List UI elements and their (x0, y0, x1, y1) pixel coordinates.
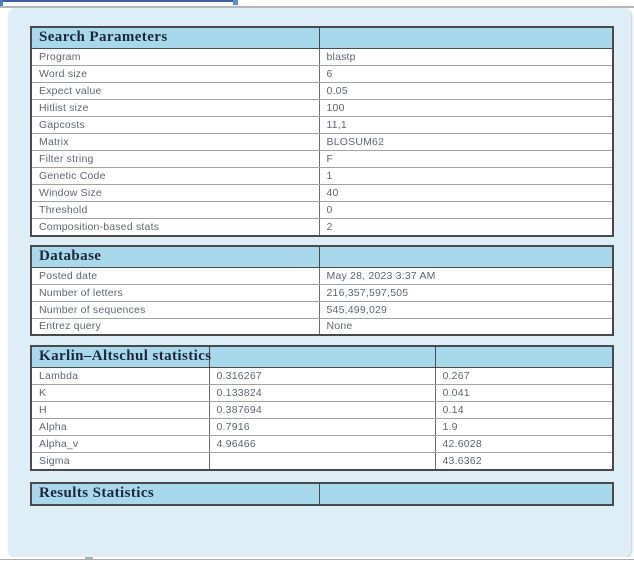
row-label: Sigma (30, 452, 210, 470)
row-value: None (318, 317, 614, 336)
chrome-fragment-mid (233, 0, 238, 5)
table-header-empty-cell (318, 26, 614, 49)
table-row: Genetic Code 1 (30, 167, 614, 185)
table-row: Word size 6 (30, 65, 614, 83)
table-row: Expect value 0.05 (30, 82, 614, 100)
row-label: K (30, 384, 210, 402)
search-parameters-table: Search Parameters Program blastp Word size… (30, 26, 614, 237)
row-label: Genetic Code (30, 167, 320, 185)
karlin-altschul-statistics-table: Karlin–Altschul statistics Lambda 0.31626… (30, 345, 614, 471)
chrome-fragment-left (0, 0, 3, 6)
row-value: 0.267 (434, 367, 614, 385)
table-row: Sigma 43.6362 (30, 452, 614, 470)
table-title: Results Statistics (30, 482, 320, 505)
row-value: 40 (318, 184, 614, 202)
row-label: Gapcosts (30, 116, 320, 134)
row-value: 42.6028 (434, 435, 614, 453)
row-value (208, 452, 436, 470)
row-value: 0.316267 (208, 367, 436, 385)
table-body: Posted date May 28, 2023 3:37 AM Number of… (30, 266, 614, 336)
table-row: Posted date May 28, 2023 3:37 AM (30, 266, 614, 285)
table-row: H 0.387694 0.14 (30, 401, 614, 419)
table-row: Entrez query None (30, 317, 614, 336)
table-header-empty-cell (318, 245, 614, 268)
row-value: 43.6362 (434, 452, 614, 470)
row-value: 2 (318, 218, 614, 236)
row-value: May 28, 2023 3:37 AM (318, 266, 614, 285)
row-value: 0.14 (434, 401, 614, 419)
row-value: 100 (318, 99, 614, 117)
table-row: Program blastp (30, 48, 614, 66)
table-body: Lambda 0.316267 0.267 K 0.133824 0.041 H 0.3876… (30, 367, 614, 470)
row-value: 0.133824 (208, 384, 436, 402)
row-value: 0.041 (434, 384, 614, 402)
table-title: Database (30, 245, 320, 268)
row-label: Hitlist size (30, 99, 320, 117)
table-row: Alpha_v 4.96466 42.6028 (30, 435, 614, 453)
row-value: 545,499,029 (318, 300, 614, 319)
row-value: 6 (318, 65, 614, 83)
table-row: Alpha 0.7916 1.9 (30, 418, 614, 436)
row-value: blastp (318, 48, 614, 66)
table-header-empty-cell (434, 345, 614, 368)
table-header-row: Karlin–Altschul statistics (30, 345, 614, 368)
bottom-fragment (85, 557, 93, 560)
table-row: Filter string F (30, 150, 614, 168)
row-value: 1.9 (434, 418, 614, 436)
row-value: 0 (318, 201, 614, 219)
page-bottom-edge (0, 557, 634, 561)
row-label: Posted date (30, 266, 320, 285)
table-header-empty-cell (318, 482, 614, 505)
row-value: 216,357,597,505 (318, 283, 614, 302)
row-value: 11,1 (318, 116, 614, 134)
row-value: 0.7916 (208, 418, 436, 436)
row-label: Matrix (30, 133, 320, 151)
table-row: Hitlist size 100 (30, 99, 614, 117)
row-value: 4.96466 (208, 435, 436, 453)
row-value: BLOSUM62 (318, 133, 614, 151)
row-label: Threshold (30, 201, 320, 219)
blast-summary-panel: Search Parameters Program blastp Word size… (8, 8, 631, 557)
row-label: H (30, 401, 210, 419)
row-label: Entrez query (30, 317, 320, 336)
table-row: Number of sequences 545,499,029 (30, 300, 614, 319)
table-header-row: Results Statistics (30, 482, 614, 505)
bottom-divider-line (0, 559, 634, 560)
row-label: Window Size (30, 184, 320, 202)
table-row: K 0.133824 0.041 (30, 384, 614, 402)
table-row: Number of letters 216,357,597,505 (30, 283, 614, 302)
table-title: Karlin–Altschul statistics (30, 345, 211, 368)
table-row: Window Size 40 (30, 184, 614, 202)
table-row: Lambda 0.316267 0.267 (30, 367, 614, 385)
table-header-row: Database (30, 245, 614, 268)
table-body: Program blastp Word size 6 Expect value 0.05 H… (30, 48, 614, 236)
database-table: Database Posted date May 28, 2023 3:37 AM… (30, 244, 614, 336)
chrome-divider-line (0, 0, 237, 2)
row-label: Filter string (30, 150, 320, 168)
row-label: Composition-based stats (30, 218, 320, 236)
table-header-row: Search Parameters (30, 26, 614, 49)
table-row: Gapcosts 11,1 (30, 116, 614, 134)
table-header-empty-cell (208, 345, 436, 368)
table-row: Matrix BLOSUM62 (30, 133, 614, 151)
results-statistics-table: Results Statistics (30, 481, 614, 506)
row-label: Word size (30, 65, 320, 83)
table-title: Search Parameters (30, 26, 320, 49)
row-label: Number of letters (30, 283, 320, 302)
table-row: Composition-based stats 2 (30, 218, 614, 236)
row-label: Expect value (30, 82, 320, 100)
row-label: Program (30, 48, 320, 66)
row-label: Alpha_v (30, 435, 210, 453)
row-label: Number of sequences (30, 300, 320, 319)
row-value: 1 (318, 167, 614, 185)
row-label: Alpha (30, 418, 210, 436)
table-row: Threshold 0 (30, 201, 614, 219)
row-label: Lambda (30, 367, 210, 385)
row-value: 0.05 (318, 82, 614, 100)
row-value: 0.387694 (208, 401, 436, 419)
browser-chrome-fragment (0, 0, 634, 8)
row-value: F (318, 150, 614, 168)
